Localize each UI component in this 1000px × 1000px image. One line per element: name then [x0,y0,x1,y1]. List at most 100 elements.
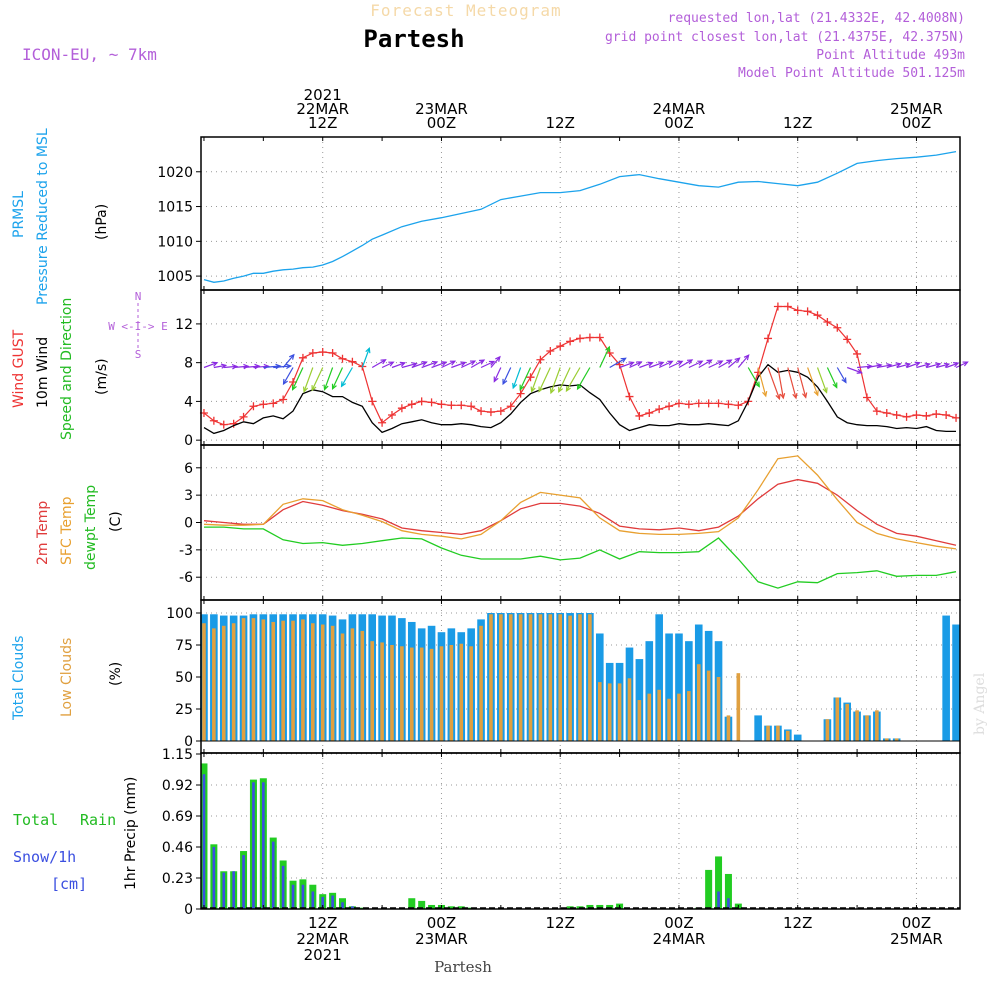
wind-arrow-head [802,392,808,399]
wind-arrow-head [365,346,371,354]
t2m-line [203,478,957,546]
wind-arrow-shaft [401,363,417,369]
wind-arrow-shaft [688,360,703,369]
gust-marker [803,307,812,316]
prmsl-label: PRMSL [11,191,27,238]
gust-marker [566,337,575,346]
gust-marker [912,410,921,419]
gust-marker [684,400,693,409]
wind-arrow-shaft [807,367,819,396]
wind-arrow-shaft [737,354,750,368]
low-cloud-bar [736,673,741,741]
wind-arrow-shaft [431,361,447,369]
low-cloud-bar [528,614,533,741]
low-cloud-bar [241,618,246,741]
y-tick-label: 50 [175,670,193,686]
wind-arrow-head [565,385,571,393]
low-cloud-bar [597,682,602,741]
rain-label: Rain [80,811,116,829]
wind-arrow-shaft [451,361,466,369]
low-cloud-bar [607,683,612,741]
t2m-label: 2m Temp [35,501,51,565]
wind-arrow-head [754,381,760,388]
low-cloud-bar [409,647,414,741]
wind-arrow-head [576,383,583,391]
low-cloud-bar [360,630,365,741]
low-cloud-bar [687,691,691,741]
requested-coords: requested lon,lat (21.4332E, 42.4008N) [668,11,965,26]
y-tick-label: 0.69 [162,809,193,825]
wind-arrow-shaft [629,361,642,369]
snow-bar [271,841,275,909]
rain-bar [418,900,426,909]
wind-arrow-head [399,361,407,367]
wind-arrow-head [943,362,951,368]
wind-arrow-shaft [233,365,249,369]
y-tick-label: 0.23 [162,871,193,887]
wind10m-label: 10m Wind [35,337,51,408]
y-tick-label: 0 [184,902,193,918]
low-cloud-bar [469,646,473,741]
time-label-top: 2021 [304,86,342,104]
snow-bar [311,891,315,909]
cloud-unit: (%) [108,662,124,686]
gust-marker [269,399,278,408]
total-clouds-label: Total Clouds [11,636,27,721]
low-cloud-bar [390,645,394,741]
total-cloud-bar [685,641,693,741]
wind-arrow-shaft [866,364,882,369]
wind-arrow-head [519,384,525,391]
wind-unit: (m/s) [94,358,110,395]
time-label-bottom: 2021 [304,946,342,964]
low-cloud-bar [508,614,513,741]
wind-arrow-shaft [565,367,581,392]
low-cloud-bar [340,633,345,741]
gust-marker [239,412,248,421]
y-tick-label: 6 [184,461,193,477]
point-altitude: Point Altitude 493m [816,48,965,63]
footer-location: Partesh [434,958,492,976]
wind-arrow-shaft [253,365,269,369]
time-label-bottom: 12Z [783,914,812,932]
gust-marker [595,333,604,342]
wind-arrow-shaft [391,362,405,369]
low-cloud-bar [677,693,681,741]
low-clouds-label: Low Clouds [59,638,75,717]
low-cloud-bar [538,614,543,741]
sfc-temp-line [203,455,957,550]
wind-arrow-shaft [658,360,673,369]
snow-bar [717,891,720,909]
gust-marker [942,410,951,419]
y-tick-label: 0.92 [162,778,193,794]
time-label-bottom: 00Z [427,914,456,932]
time-label-top: 25MAR [890,100,943,118]
wind-arrow-shaft [668,360,683,369]
temp-labels: 2m Temp SFC Temp dewpt Temp (C) [35,485,124,570]
prmsl-long-label: Pressure Reduced to MSL [35,128,51,305]
wind-arrow-head [841,377,847,384]
wind-arrow-head [658,361,665,367]
gust-marker [922,411,931,420]
gust-marker [872,407,881,416]
gust-marker [783,302,792,311]
chart-title: Forecast Meteogram [370,1,561,20]
time-label-top: 12Z [783,114,812,132]
wind-arrow-head [502,378,508,386]
precip-labels: Total Rain Snow/1h [cm] 1hr Precip (mm) [13,777,139,893]
low-cloud-bar [786,730,790,741]
y-tick-label: 12 [175,317,193,333]
clouds-panel [200,613,960,742]
time-label-top: 00Z [427,114,456,132]
gust-marker [407,400,416,409]
wind-arrow-shaft [531,367,541,392]
wind-arrow-head [331,383,337,391]
wind-arrow-shaft [558,367,571,393]
gust-marker [516,389,525,398]
gust-marker [467,402,476,411]
gust-marker [635,411,644,420]
snow-bar [321,896,325,909]
gust-marker [427,398,436,407]
gust-marker [665,402,674,411]
low-cloud-bar [667,698,671,741]
gust-marker [655,405,664,414]
